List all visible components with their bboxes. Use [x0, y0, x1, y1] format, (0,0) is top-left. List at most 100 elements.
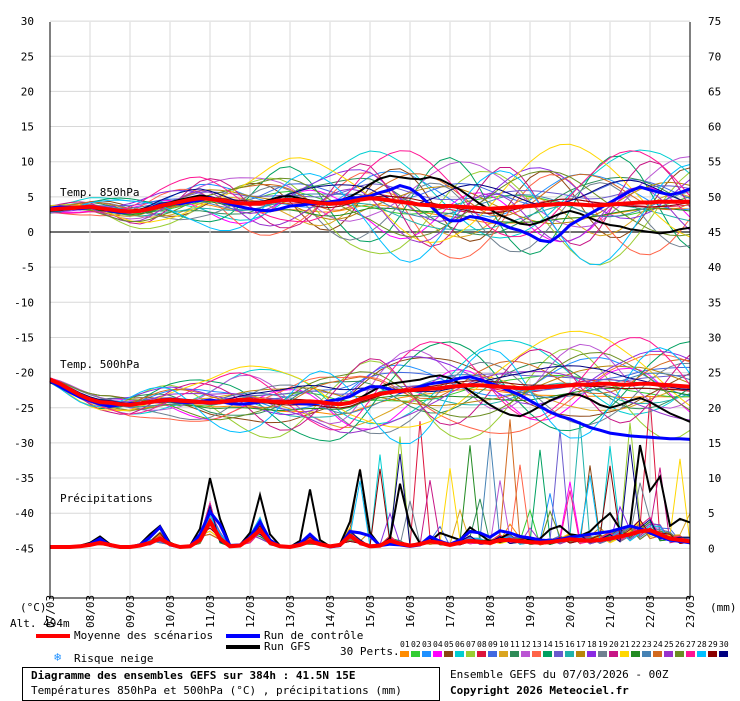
pert-t500-line [49, 358, 691, 408]
x-tick-label: 17/03 [444, 595, 457, 628]
pert-color-14 [543, 651, 552, 657]
pert-number-20: 20 [609, 640, 619, 649]
legend-snow-label: Risque neige [74, 652, 154, 665]
x-tick-label: 12/03 [244, 595, 257, 628]
pert-color-19 [598, 651, 607, 657]
pert-color-24 [653, 651, 662, 657]
pert-t850-line [49, 179, 691, 213]
x-tick-label: 09/03 [124, 595, 137, 628]
x-tick-label: 07/03 [44, 595, 57, 628]
pert-number-04: 04 [433, 640, 443, 649]
pert-color-09 [488, 651, 497, 657]
precip-section-label: Précipitations [60, 492, 153, 505]
pert-t850-line [49, 173, 691, 217]
x-tick-label: 19/03 [524, 595, 537, 628]
left-tick-label: -35 [14, 472, 34, 485]
pert-color-02 [411, 651, 420, 657]
pert-number-27: 27 [686, 640, 696, 649]
chart-subtitle: Températures 850hPa et 500hPa (°C) , pré… [31, 684, 402, 697]
pert-number-11: 11 [510, 640, 520, 649]
pert-color-03 [422, 651, 431, 657]
left-tick-label: -20 [14, 367, 34, 380]
grid [49, 20, 691, 598]
perturbations-label: 30 Perts. [340, 645, 400, 658]
left-tick-label: -10 [14, 296, 34, 309]
left-tick-label: 25 [21, 50, 34, 63]
mean-t850-line [49, 196, 690, 214]
pert-number-18: 18 [587, 640, 597, 649]
pert-color-23 [642, 651, 651, 657]
left-tick-label: 20 [21, 85, 34, 98]
pert-t500-line [49, 347, 691, 444]
pert-color-26 [675, 651, 684, 657]
left-tick-label: -15 [14, 331, 34, 344]
pert-number-06: 06 [455, 640, 465, 649]
footer-title-box: Diagramme des ensembles GEFS sur 384h : … [22, 667, 440, 701]
pert-number-10: 10 [499, 640, 509, 649]
pert-number-19: 19 [598, 640, 608, 649]
pert-color-15 [554, 651, 563, 657]
pert-color-05 [444, 651, 453, 657]
pert-number-08: 08 [477, 640, 487, 649]
left-tick-label: -45 [14, 542, 34, 555]
run-info: Ensemble GEFS du 07/03/2026 - 00Z [450, 668, 669, 681]
pert-t500-line [49, 370, 691, 434]
pert-color-01 [400, 651, 409, 657]
pert-color-12 [521, 651, 530, 657]
left-tick-label: -30 [14, 437, 34, 450]
pert-color-22 [631, 651, 640, 657]
pert-t850-line [49, 182, 691, 253]
right-axis-unit: (mm) [710, 601, 737, 614]
snowflake-icon: ❄ [54, 650, 62, 664]
copyright: Copyright 2026 Meteociel.fr [450, 684, 629, 697]
legend-gfs-swatch [226, 645, 260, 649]
right-tick-label: 30 [708, 331, 721, 344]
t500-section-label: Temp. 500hPa [60, 358, 139, 371]
pert-number-29: 29 [708, 640, 718, 649]
right-tick-label: 60 [708, 121, 721, 134]
pert-color-04 [433, 651, 442, 657]
x-tick-label: 16/03 [404, 595, 417, 628]
pert-color-11 [510, 651, 519, 657]
mean-precip-line [50, 517, 691, 550]
right-tick-label: 75 [708, 15, 721, 28]
x-tick-label: 11/03 [204, 595, 217, 628]
pert-number-12: 12 [521, 640, 531, 649]
right-tick-label: 55 [708, 156, 721, 169]
pert-color-08 [477, 651, 486, 657]
legend-mean-label: Moyenne des scénarios [74, 629, 214, 642]
pert-number-16: 16 [565, 640, 575, 649]
right-tick-label: 45 [708, 226, 721, 239]
right-tick-label: 0 [708, 542, 715, 555]
left-tick-label: 5 [27, 191, 34, 204]
legend-gfs-label: Run GFS [264, 640, 311, 653]
pert-t500-line [49, 361, 691, 416]
pert-number-07: 07 [466, 640, 476, 649]
right-tick-label: 10 [708, 472, 721, 485]
pert-t850-line [49, 167, 691, 222]
right-tick-label: 15 [708, 437, 721, 450]
main-series [49, 174, 691, 550]
pert-color-27 [686, 651, 695, 657]
x-tick-label: 14/03 [324, 595, 337, 628]
pert-color-20 [609, 651, 618, 657]
pert-color-07 [466, 651, 475, 657]
x-tick-label: 13/03 [284, 595, 297, 628]
pert-color-28 [697, 651, 706, 657]
pert-number-30: 30 [719, 640, 729, 649]
legend-control-swatch [226, 634, 260, 638]
right-tick-label: 50 [708, 191, 721, 204]
legend-control-label: Run de contrôle [264, 629, 364, 642]
chart-title: Diagramme des ensembles GEFS sur 384h : … [31, 669, 356, 682]
pert-number-03: 03 [422, 640, 432, 649]
right-tick-label: 70 [708, 50, 721, 63]
right-tick-label: 20 [708, 402, 721, 415]
x-tick-label: 18/03 [484, 595, 497, 628]
x-tick-label: 23/03 [684, 595, 697, 628]
pert-number-25: 25 [664, 640, 674, 649]
altitude-label: Alt. 494m [10, 617, 70, 630]
pert-number-28: 28 [697, 640, 707, 649]
left-axis-unit: (°C) [20, 601, 47, 614]
pert-number-02: 02 [411, 640, 421, 649]
